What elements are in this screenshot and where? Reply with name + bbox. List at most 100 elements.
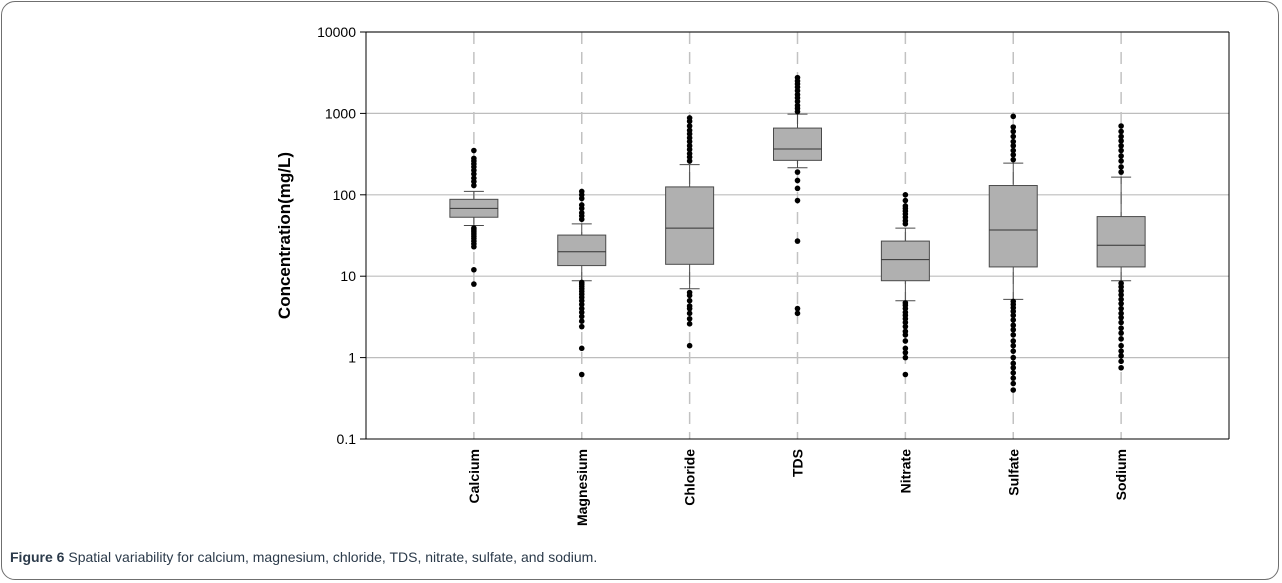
outlier-point — [1118, 147, 1124, 154]
outlier-point — [1118, 348, 1124, 354]
figure-caption: Figure 6 Spatial variability for calcium… — [10, 549, 597, 565]
x-tick-label: TDS — [790, 449, 806, 477]
outlier-point — [794, 185, 801, 192]
outlier-point — [1118, 142, 1124, 149]
outlier-point — [578, 188, 585, 195]
outlier-point — [686, 342, 693, 349]
outlier-point — [902, 203, 909, 209]
outlier-point — [902, 323, 909, 330]
outlier-point — [1118, 280, 1124, 287]
outlier-point — [1118, 158, 1124, 164]
outlier-point — [686, 135, 693, 141]
outlier-point — [578, 305, 585, 312]
outlier-point — [471, 281, 477, 287]
outlier-point — [1118, 164, 1124, 170]
outlier-point — [794, 177, 801, 184]
outlier-point — [1118, 358, 1124, 365]
outlier-point — [686, 303, 693, 309]
outlier-point — [794, 305, 801, 312]
outlier-point — [1118, 292, 1124, 298]
outlier-point — [1010, 128, 1017, 135]
outlier-point — [1118, 330, 1124, 336]
outlier-point — [686, 142, 693, 149]
outlier-point — [1118, 314, 1124, 321]
y-tick-label: 1 — [348, 350, 356, 366]
outlier-point — [1010, 370, 1017, 376]
outlier-point — [1010, 354, 1017, 361]
outlier-point — [1010, 124, 1017, 130]
x-tick-label: Chloride — [682, 449, 698, 506]
outlier-point — [902, 354, 909, 361]
outlier-point — [471, 225, 477, 231]
outlier-point — [1010, 147, 1017, 154]
figure-label: Figure 6 — [10, 549, 65, 565]
y-tick-label: 1000 — [325, 105, 356, 121]
y-tick-label: 0.1 — [337, 431, 357, 447]
outlier-point — [1010, 298, 1017, 305]
outlier-point — [1010, 375, 1017, 381]
outlier-point — [902, 192, 909, 198]
x-tick-label: Sodium — [1113, 449, 1129, 500]
outlier-point — [1010, 312, 1017, 319]
outlier-point — [902, 371, 909, 378]
box-magnesium — [557, 234, 607, 267]
outlier-point — [1118, 336, 1124, 342]
outlier-point — [902, 338, 909, 344]
outlier-point — [1010, 152, 1017, 158]
outlier-point — [471, 175, 477, 181]
outlier-point — [578, 210, 585, 216]
x-tick-label: Sulfate — [1005, 449, 1021, 496]
box-tds — [773, 127, 822, 161]
outlier-point — [1118, 169, 1124, 175]
outlier-point — [1118, 364, 1124, 371]
outlier-point — [686, 315, 693, 322]
outlier-point — [794, 102, 801, 109]
outlier-point — [1010, 113, 1017, 120]
outlier-point — [578, 202, 585, 208]
outlier-point — [1010, 387, 1017, 393]
outlier-point — [686, 127, 693, 134]
outlier-point — [686, 158, 693, 164]
outlier-point — [1118, 138, 1124, 144]
outlier-point — [1118, 300, 1124, 307]
outlier-point — [578, 279, 585, 286]
outlier-point — [686, 310, 693, 317]
outlier-point — [902, 300, 909, 306]
outlier-point — [1118, 128, 1124, 135]
outlier-point — [902, 197, 909, 204]
box-sulfate — [988, 185, 1038, 268]
outlier-point — [902, 345, 909, 352]
outlier-point — [1010, 133, 1017, 140]
outlier-point — [794, 310, 801, 317]
outlier-point — [1118, 310, 1124, 317]
outlier-point — [1118, 123, 1124, 129]
outlier-point — [794, 74, 801, 81]
outlier-point — [1010, 138, 1017, 145]
outlier-point — [1010, 322, 1017, 329]
x-tick-label: Magnesium — [574, 449, 590, 526]
outlier-point — [1118, 305, 1124, 312]
x-tick-label: Nitrate — [897, 449, 913, 494]
caption-text: Spatial variability for calcium, magnesi… — [64, 549, 598, 565]
outlier-point — [1010, 380, 1017, 387]
outlier-point — [794, 169, 801, 175]
x-tick-label: Calcium — [466, 449, 482, 503]
y-tick-label: 10000 — [317, 24, 356, 40]
outlier-point — [471, 155, 477, 162]
box-sodium — [1096, 216, 1146, 268]
outlier-point — [578, 345, 585, 352]
outlier-point — [578, 313, 585, 320]
y-tick-label: 10 — [340, 268, 356, 284]
outlier-point — [686, 123, 693, 129]
outlier-point — [686, 289, 693, 296]
y-axis-title: Concentration(mg/L) — [275, 152, 294, 319]
outlier-point — [686, 150, 693, 157]
outlier-point — [1010, 156, 1017, 163]
outlier-point — [471, 266, 477, 273]
outlier-point — [1010, 342, 1017, 349]
outlier-point — [1118, 296, 1124, 303]
outlier-point — [1118, 288, 1124, 294]
box-chloride — [665, 186, 715, 265]
outlier-point — [686, 321, 693, 327]
